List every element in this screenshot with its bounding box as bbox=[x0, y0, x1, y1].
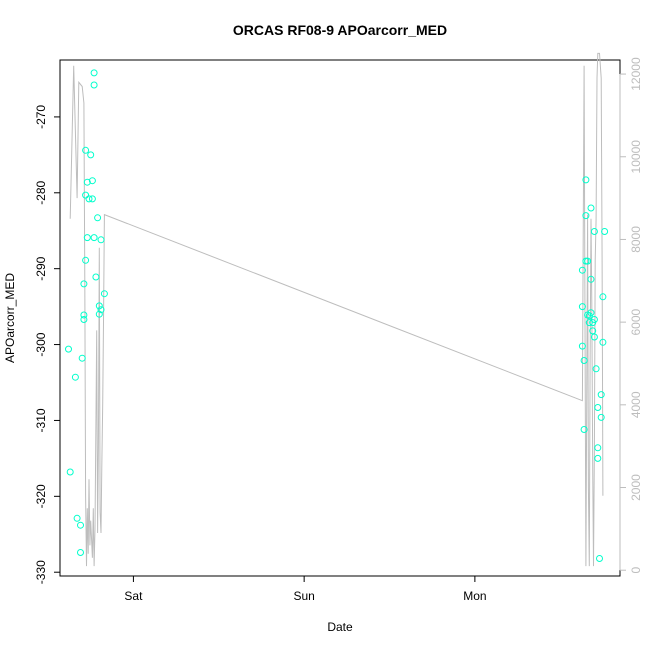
data-point-2 bbox=[71, 373, 79, 381]
data-point-42 bbox=[587, 204, 595, 212]
x-axis: Sat Sun Mon bbox=[124, 575, 487, 603]
x-tick-label-2: Mon bbox=[463, 589, 486, 603]
data-point-37 bbox=[584, 257, 592, 265]
data-point-13 bbox=[83, 178, 91, 186]
data-point-43 bbox=[587, 309, 595, 317]
data-point-26 bbox=[97, 236, 105, 244]
data-point-16 bbox=[87, 151, 95, 159]
data-point-29 bbox=[578, 266, 586, 274]
data-point-15 bbox=[85, 195, 93, 203]
data-point-10 bbox=[82, 256, 90, 264]
data-point-14 bbox=[83, 234, 91, 242]
y2-tick-label-1: 2000 bbox=[629, 474, 643, 501]
data-point-19 bbox=[90, 81, 98, 89]
y2-axis: 0 2000 4000 6000 8000 10000 12000 bbox=[619, 57, 643, 574]
y-tick-label-6: -270 bbox=[34, 105, 48, 129]
data-point-32 bbox=[580, 426, 588, 433]
data-point-51 bbox=[594, 444, 602, 452]
data-point-50 bbox=[594, 404, 602, 411]
y-axis: -330 -320 -310 -300 -290 -280 -270 bbox=[34, 105, 61, 584]
y-tick-label-4: -290 bbox=[34, 256, 48, 280]
data-point-30 bbox=[578, 303, 586, 311]
data-point-57 bbox=[599, 338, 607, 346]
y2-tick-label-5: 10000 bbox=[629, 140, 643, 174]
data-point-20 bbox=[90, 69, 98, 77]
x-axis-label: Date bbox=[327, 620, 353, 634]
y2-tick-label-2: 4000 bbox=[629, 391, 643, 418]
data-point-27 bbox=[97, 306, 105, 314]
line-layer bbox=[69, 52, 604, 567]
data-point-3 bbox=[73, 514, 81, 522]
data-point-31 bbox=[578, 342, 586, 350]
data-point-34 bbox=[582, 176, 590, 184]
data-point-17 bbox=[88, 195, 96, 203]
point-layer bbox=[65, 69, 609, 562]
data-point-46 bbox=[590, 316, 598, 323]
data-point-55 bbox=[597, 391, 605, 399]
y-tick-label-0: -330 bbox=[34, 560, 48, 584]
data-point-41 bbox=[587, 275, 595, 283]
data-point-12 bbox=[82, 146, 90, 154]
y-tick-label-1: -320 bbox=[34, 484, 48, 508]
data-point-7 bbox=[80, 280, 88, 288]
data-point-52 bbox=[594, 454, 602, 462]
y2-tick-label-0: 0 bbox=[629, 567, 643, 574]
data-point-25 bbox=[95, 302, 103, 310]
data-point-24 bbox=[95, 310, 103, 318]
x-tick-label-0: Sat bbox=[124, 589, 143, 603]
data-point-48 bbox=[590, 228, 598, 235]
x-tick-label-1: Sun bbox=[293, 589, 314, 603]
data-point-0 bbox=[65, 345, 72, 353]
y-tick-label-5: -280 bbox=[34, 180, 48, 204]
data-point-4 bbox=[77, 521, 84, 529]
data-point-56 bbox=[599, 293, 607, 301]
data-point-23 bbox=[94, 214, 102, 222]
data-point-18 bbox=[88, 177, 96, 185]
data-point-45 bbox=[589, 327, 597, 335]
data-point-54 bbox=[597, 413, 605, 421]
data-point-22 bbox=[92, 273, 100, 281]
chart-title: ORCAS RF08-9 APOarcorr_MED bbox=[233, 22, 447, 38]
data-point-28 bbox=[100, 290, 108, 298]
y-tick-label-3: -300 bbox=[34, 332, 48, 356]
data-point-40 bbox=[585, 319, 593, 327]
y-tick-label-2: -310 bbox=[34, 408, 48, 432]
y2-tick-label-3: 6000 bbox=[629, 308, 643, 335]
series-line-1 bbox=[69, 52, 604, 567]
y-axis-label: APOarcorr_MED bbox=[3, 273, 17, 363]
data-point-21 bbox=[90, 234, 98, 242]
data-point-6 bbox=[78, 354, 86, 362]
data-point-53 bbox=[596, 555, 603, 562]
data-point-5 bbox=[77, 549, 84, 556]
y2-tick-label-4: 8000 bbox=[629, 226, 643, 253]
data-point-58 bbox=[601, 228, 609, 235]
y2-tick-label-6: 12000 bbox=[629, 57, 643, 91]
data-point-49 bbox=[592, 365, 600, 373]
data-point-9 bbox=[80, 311, 88, 319]
data-point-1 bbox=[66, 468, 74, 476]
data-point-47 bbox=[590, 333, 598, 341]
data-point-33 bbox=[580, 357, 588, 364]
data-point-8 bbox=[80, 316, 88, 323]
data-point-35 bbox=[582, 212, 590, 220]
